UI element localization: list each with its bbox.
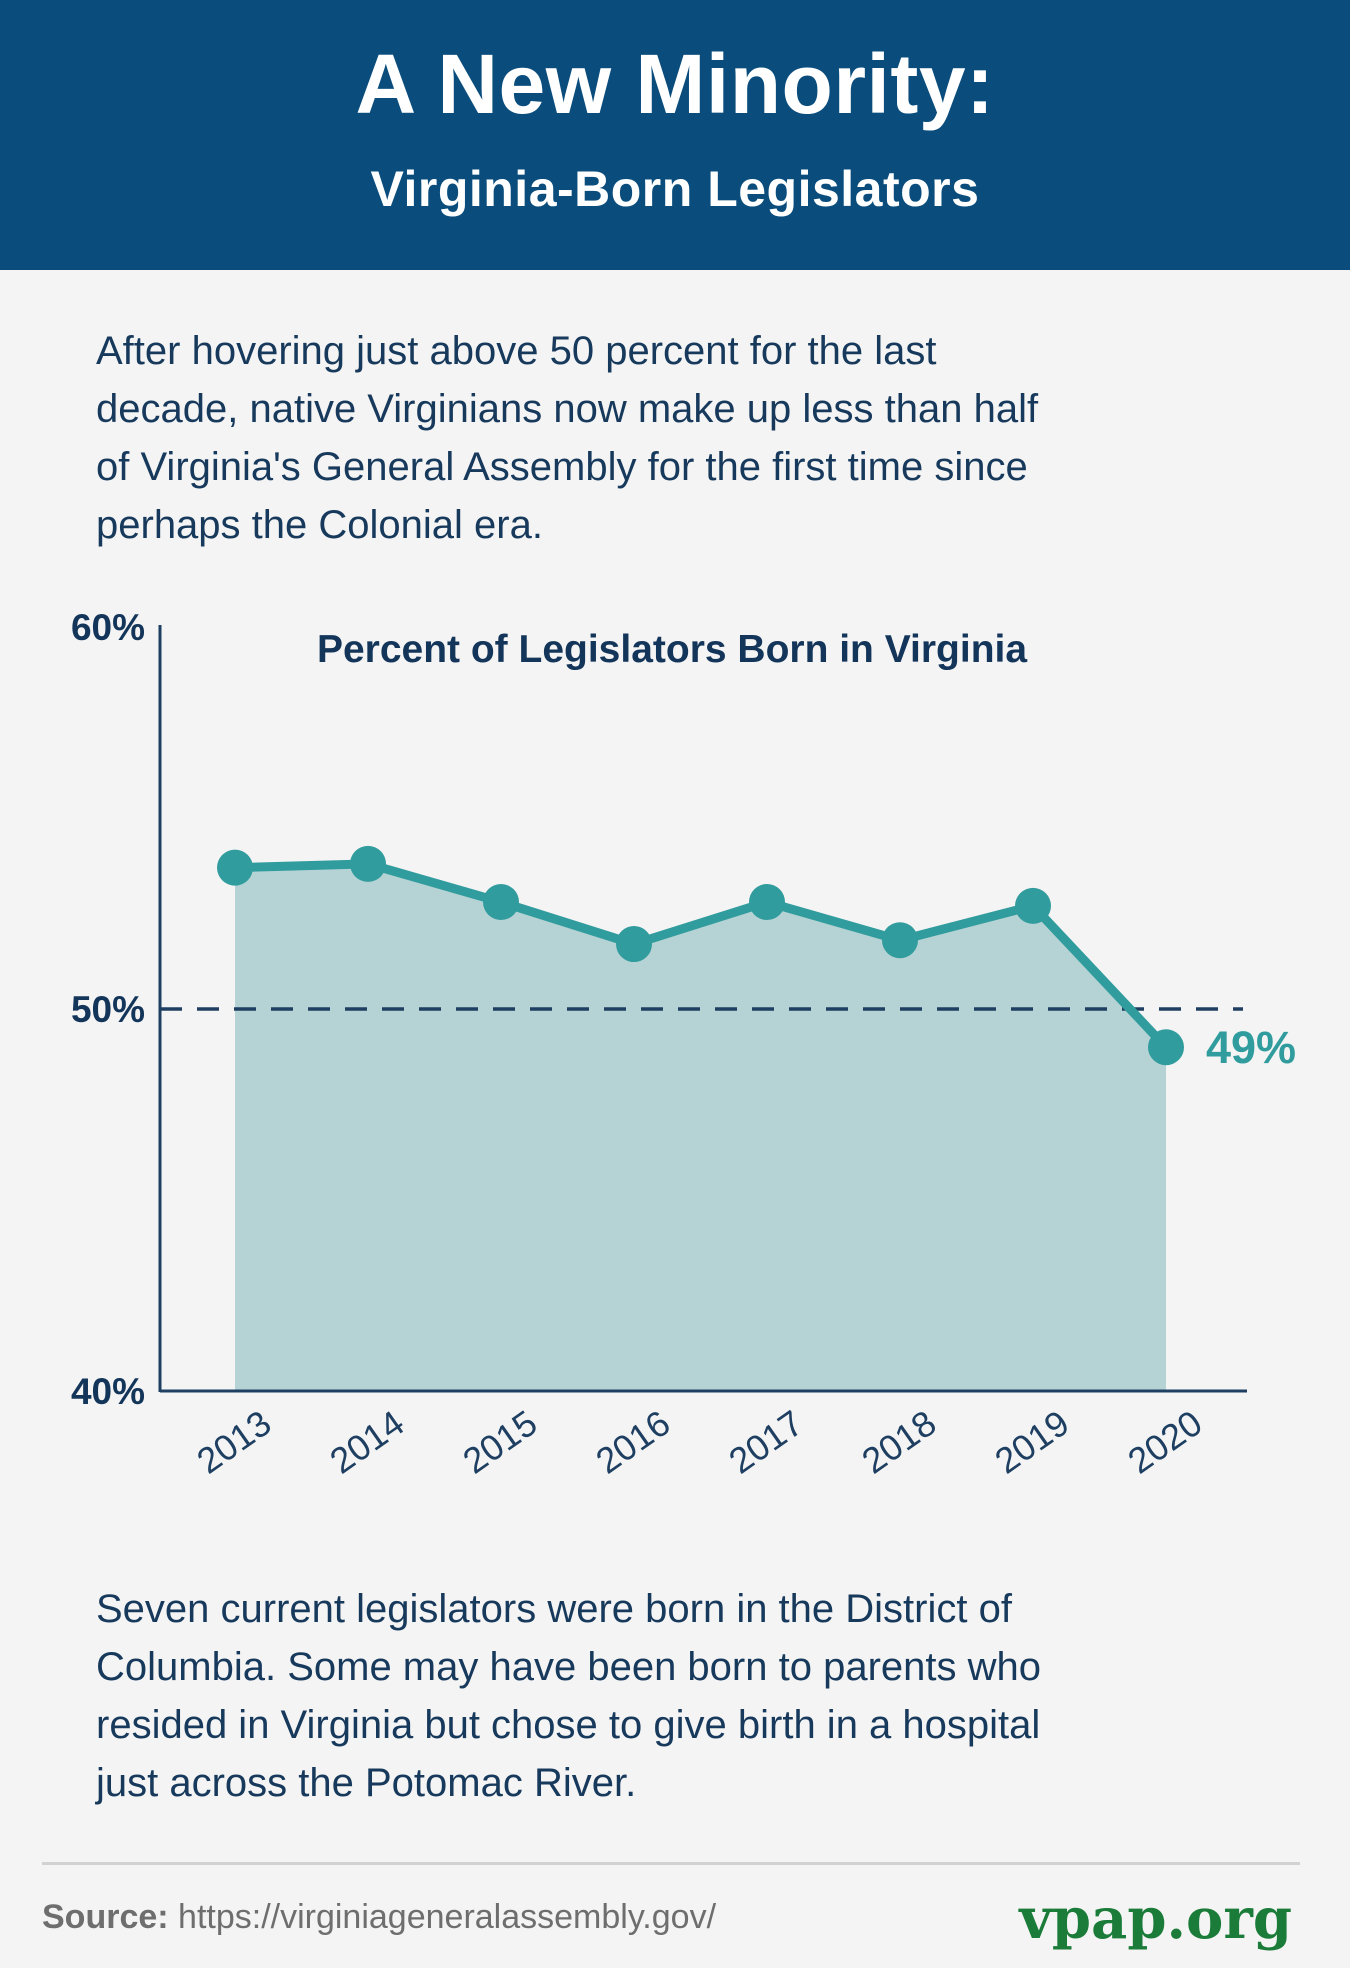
- data-point-2020: [1148, 1029, 1184, 1066]
- y-tick-50: 50%: [71, 989, 145, 1030]
- x-axis-label-2016: 2016: [588, 1402, 677, 1482]
- page-subtitle: Virginia-Born Legislators: [370, 161, 980, 217]
- intro-paragraph: After hovering just above 50 percent for…: [96, 322, 1276, 554]
- data-line: [230, 859, 1171, 1052]
- outro-line: Seven current legislators were born in t…: [96, 1587, 1012, 1631]
- area-chart: 2013 2014 2015 2016 2017 2018 2019 2020 49% Perc…: [71, 607, 1296, 1482]
- y-tick-60: 60%: [71, 607, 145, 648]
- data-point-2019: [1015, 887, 1051, 924]
- vpap-logo[interactable]: vpap.org: [1019, 1886, 1292, 1952]
- intro-line: perhaps the Colonial era.: [96, 503, 543, 547]
- page-title: A New Minority:: [355, 37, 995, 131]
- y-tick-40: 40%: [71, 1371, 145, 1412]
- chart-title: Percent of Legislators Born in Virginia: [317, 628, 1027, 671]
- x-axis-label-2014: 2014: [322, 1402, 411, 1482]
- header-banner: A New Minority: Virginia-Born Legislator…: [0, 0, 1350, 270]
- x-axis-label-2015: 2015: [455, 1402, 544, 1482]
- data-point-2017: [749, 884, 785, 921]
- x-axis-label-2013: 2013: [189, 1402, 278, 1482]
- x-axis-label-2019: 2019: [987, 1402, 1076, 1482]
- intro-line: decade, native Virginians now make up le…: [96, 387, 1039, 431]
- data-point-2018: [882, 922, 918, 959]
- outro-line: resided in Virginia but chose to give bi…: [96, 1703, 1041, 1747]
- intro-line: After hovering just above 50 percent for…: [96, 329, 937, 373]
- outro-line: just across the Potomac River.: [96, 1761, 637, 1805]
- footer-divider: [42, 1862, 1300, 1865]
- source-url: https://virginiageneralassembly.gov/: [178, 1898, 717, 1936]
- data-point-2015: [483, 884, 519, 921]
- data-point-2014: [350, 845, 386, 882]
- x-axis-label-2017: 2017: [721, 1402, 810, 1482]
- source-line: Source: https://virginiageneralassembly.…: [42, 1898, 716, 1937]
- area-fill: [235, 863, 1166, 1391]
- intro-line: of Virginia's General Assembly for the f…: [96, 445, 1028, 489]
- x-axis-label-2018: 2018: [854, 1402, 943, 1482]
- data-point-2016: [616, 926, 652, 963]
- x-axis-label-2020: 2020: [1120, 1402, 1209, 1482]
- outro-paragraph: Seven current legislators were born in t…: [96, 1580, 1276, 1812]
- data-point-2013: [217, 849, 253, 886]
- annotation-2020: 49%: [1206, 1022, 1296, 1073]
- outro-line: Columbia. Some may have been born to par…: [96, 1645, 1041, 1689]
- source-label: Source:: [42, 1898, 169, 1936]
